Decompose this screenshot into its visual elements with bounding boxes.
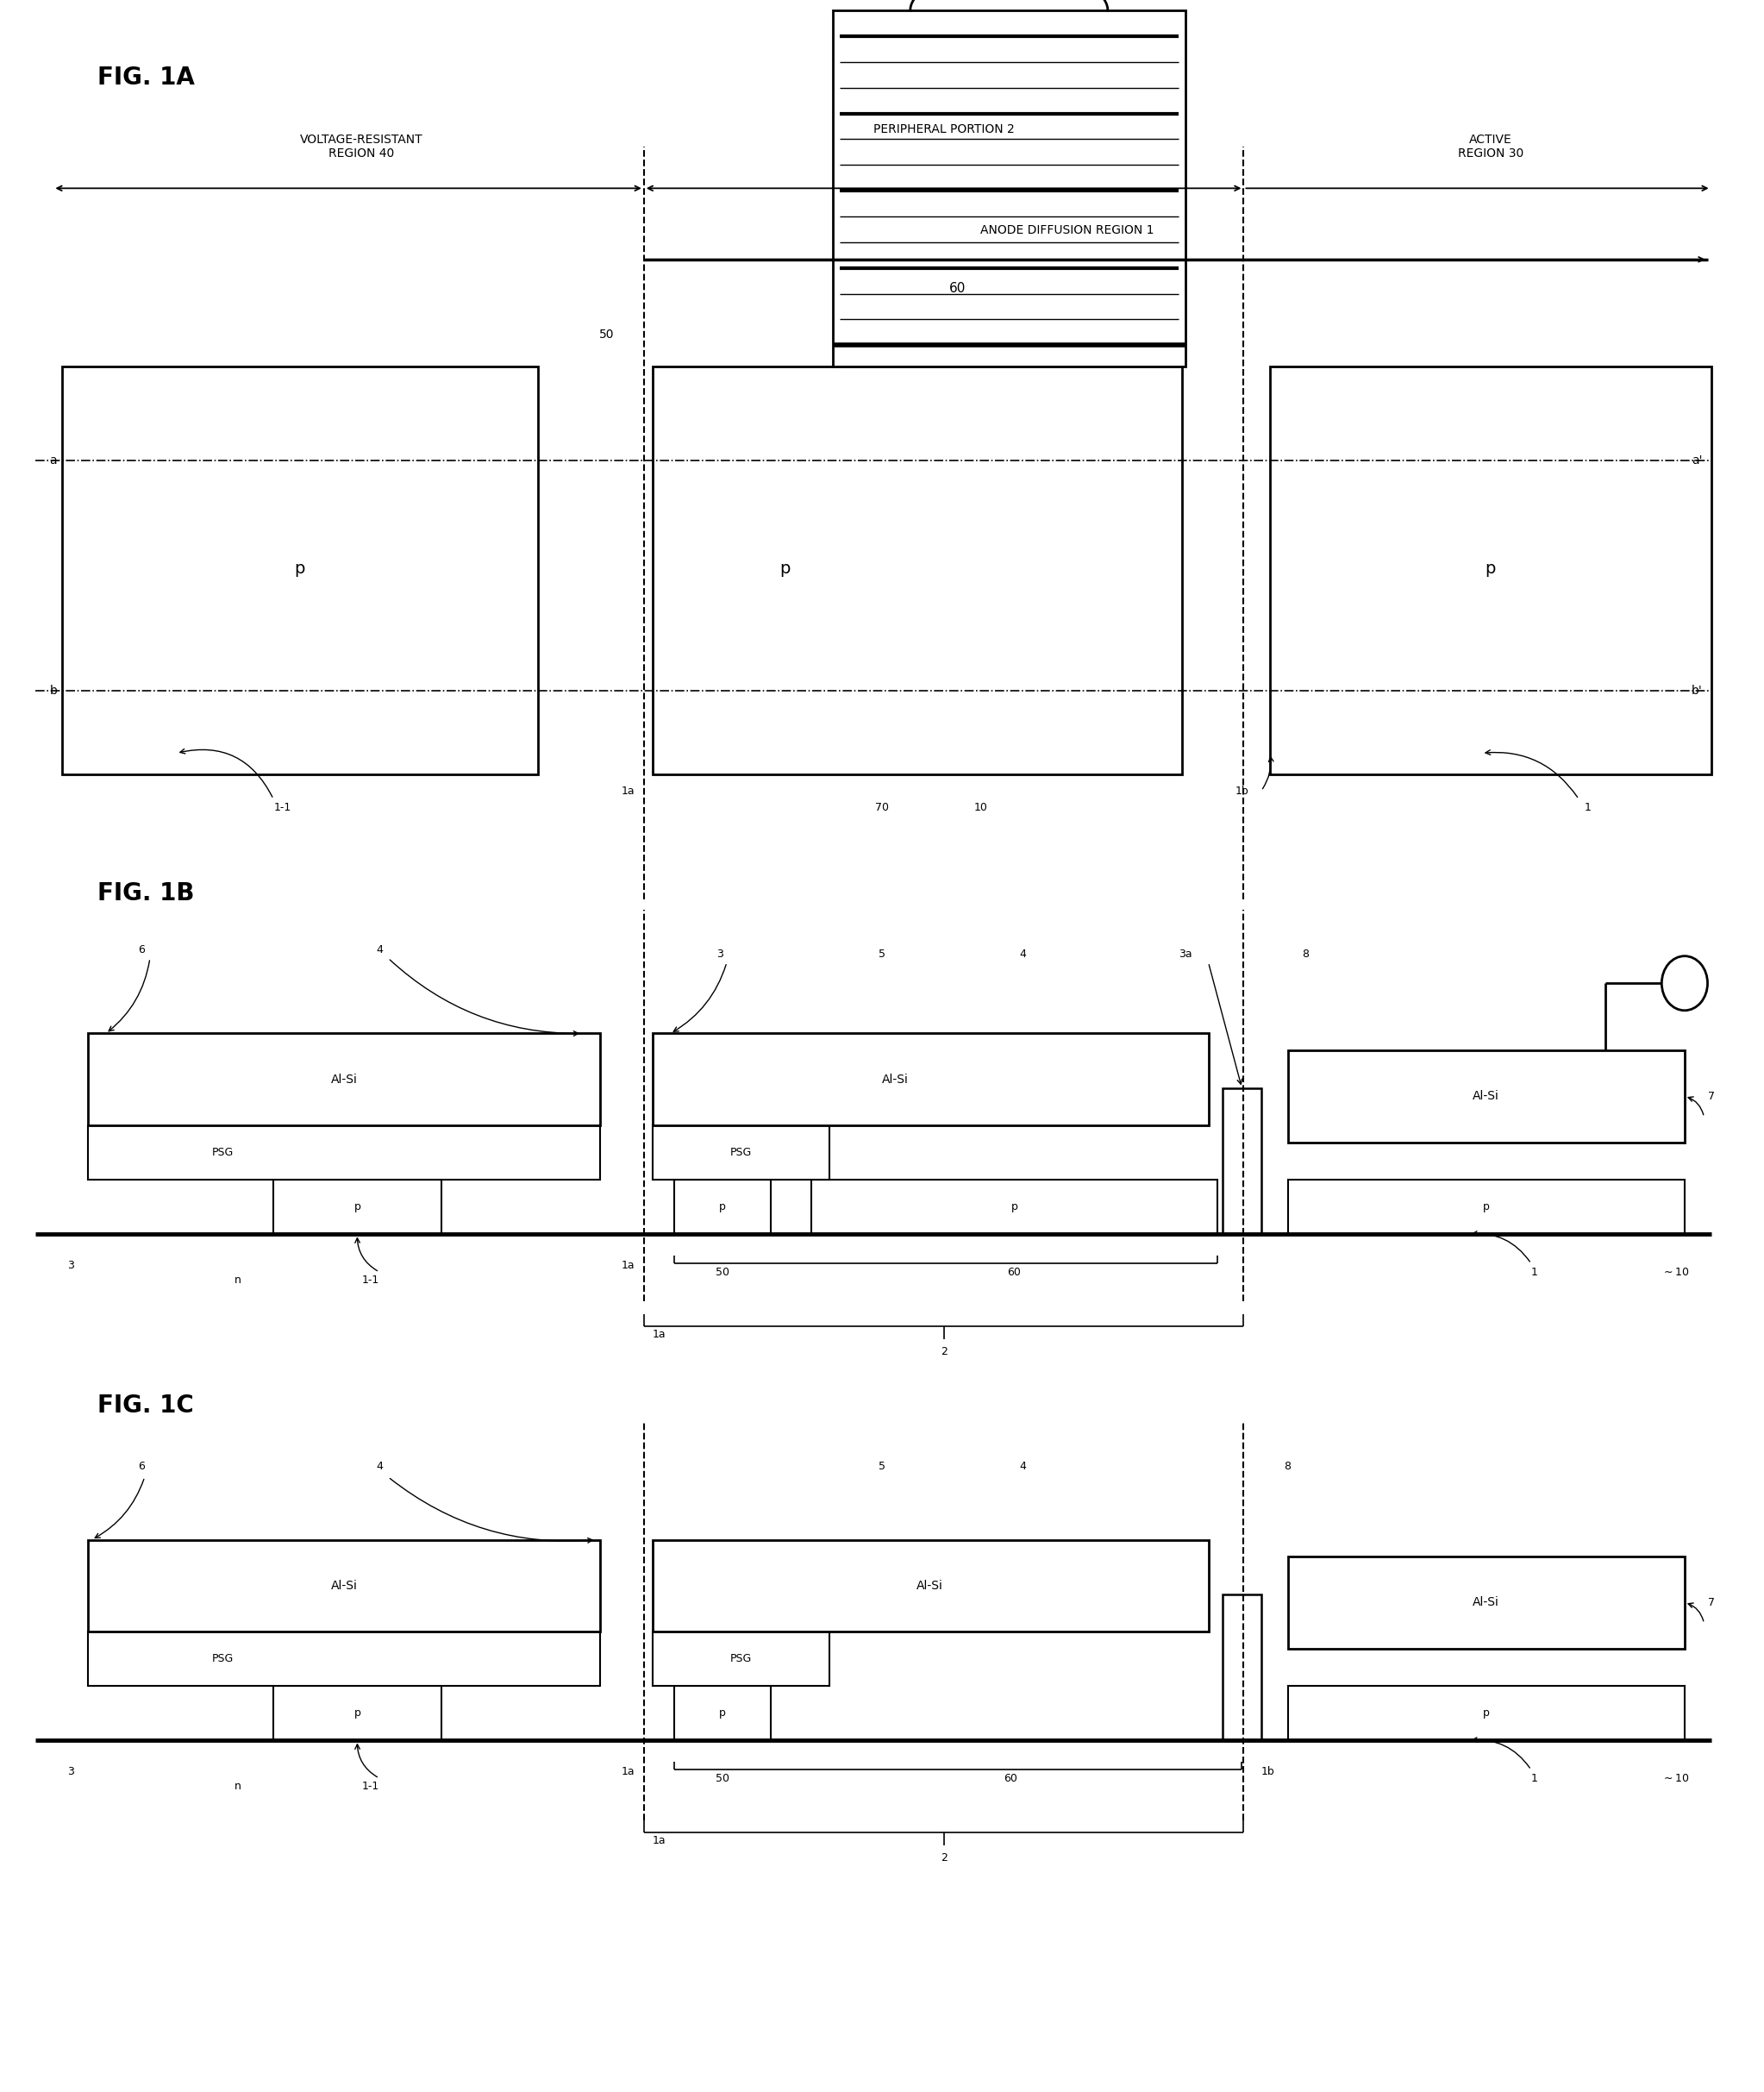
Text: FIG. 1B: FIG. 1B bbox=[97, 881, 194, 906]
Bar bbox=[1288, 1180, 1685, 1234]
Text: p: p bbox=[1485, 561, 1496, 577]
Text: 60: 60 bbox=[949, 282, 967, 295]
Text: ANODE DIFFUSION REGION 1: ANODE DIFFUSION REGION 1 bbox=[981, 224, 1154, 236]
Bar bbox=[1288, 1686, 1685, 1741]
Text: $\sim$10: $\sim$10 bbox=[1662, 1772, 1690, 1784]
Text: 1-1: 1-1 bbox=[362, 1274, 379, 1287]
Text: 5: 5 bbox=[878, 1460, 886, 1473]
Bar bbox=[62, 366, 538, 774]
Text: 1: 1 bbox=[1584, 801, 1591, 814]
Text: 4: 4 bbox=[376, 1460, 383, 1473]
Text: Al-Si: Al-Si bbox=[916, 1579, 944, 1592]
Text: Al-Si: Al-Si bbox=[330, 1579, 358, 1592]
Bar bbox=[1270, 366, 1711, 774]
Text: 1: 1 bbox=[1531, 1266, 1538, 1278]
Text: 70: 70 bbox=[875, 801, 889, 814]
Text: 3a: 3a bbox=[1178, 948, 1192, 960]
Text: n: n bbox=[235, 1780, 242, 1793]
Text: FIG. 1A: FIG. 1A bbox=[97, 65, 194, 90]
Text: 4: 4 bbox=[1020, 948, 1027, 960]
Text: 50: 50 bbox=[598, 328, 614, 341]
Text: p: p bbox=[355, 1201, 360, 1213]
Bar bbox=[653, 1540, 1208, 1632]
Text: VOLTAGE-RESISTANT
REGION 40: VOLTAGE-RESISTANT REGION 40 bbox=[300, 134, 423, 159]
Bar bbox=[674, 1686, 771, 1741]
Bar bbox=[811, 1180, 1217, 1234]
Bar bbox=[88, 1033, 600, 1125]
Text: p: p bbox=[1484, 1707, 1489, 1720]
Text: n: n bbox=[235, 1274, 242, 1287]
Text: ACTIVE
REGION 30: ACTIVE REGION 30 bbox=[1457, 134, 1524, 159]
Text: 1b: 1b bbox=[1235, 784, 1249, 797]
Text: 3: 3 bbox=[67, 1259, 74, 1272]
Text: PERIPHERAL PORTION 2: PERIPHERAL PORTION 2 bbox=[873, 123, 1014, 136]
Text: 3: 3 bbox=[716, 948, 723, 960]
Text: 1a: 1a bbox=[621, 1766, 635, 1778]
Text: PSG: PSG bbox=[730, 1653, 751, 1665]
Text: Al-Si: Al-Si bbox=[330, 1073, 358, 1086]
Bar bbox=[674, 1180, 771, 1234]
Text: 1b: 1b bbox=[1261, 1766, 1275, 1778]
Text: p: p bbox=[1484, 1201, 1489, 1213]
Text: 1a: 1a bbox=[653, 1835, 667, 1847]
Bar bbox=[653, 1632, 829, 1686]
Text: 3: 3 bbox=[67, 1766, 74, 1778]
Text: 1-1: 1-1 bbox=[273, 801, 291, 814]
Text: Al-Si: Al-Si bbox=[882, 1073, 908, 1086]
Text: p: p bbox=[720, 1201, 725, 1213]
Text: a: a bbox=[49, 454, 56, 467]
Bar bbox=[653, 1033, 1208, 1125]
Text: 4: 4 bbox=[376, 943, 383, 956]
Text: 1a: 1a bbox=[653, 1328, 667, 1341]
Bar bbox=[1222, 1594, 1261, 1741]
Text: 5: 5 bbox=[878, 948, 886, 960]
Text: $\sim$10: $\sim$10 bbox=[1662, 1266, 1690, 1278]
Bar bbox=[273, 1686, 441, 1741]
Text: 2: 2 bbox=[940, 1345, 947, 1358]
Text: 50: 50 bbox=[716, 1266, 729, 1278]
Text: b: b bbox=[49, 684, 56, 697]
Bar bbox=[88, 1632, 600, 1686]
Text: 6: 6 bbox=[138, 943, 145, 956]
Text: b': b' bbox=[1692, 684, 1702, 697]
Bar bbox=[653, 366, 1182, 774]
Bar bbox=[1222, 1088, 1261, 1234]
Text: p: p bbox=[780, 561, 790, 577]
Text: 1-1: 1-1 bbox=[362, 1780, 379, 1793]
Text: 1: 1 bbox=[1531, 1772, 1538, 1784]
Text: FIG. 1C: FIG. 1C bbox=[97, 1393, 194, 1418]
Text: p: p bbox=[295, 561, 305, 577]
Text: PSG: PSG bbox=[212, 1146, 233, 1159]
Bar bbox=[1288, 1556, 1685, 1648]
Bar bbox=[88, 1125, 600, 1180]
Bar bbox=[653, 1125, 829, 1180]
Bar bbox=[88, 1540, 600, 1632]
Bar bbox=[273, 1180, 441, 1234]
Text: p: p bbox=[720, 1707, 725, 1720]
Text: 7: 7 bbox=[1708, 1596, 1715, 1609]
Text: 1a: 1a bbox=[621, 784, 635, 797]
Bar bbox=[833, 10, 1185, 366]
Text: 2: 2 bbox=[940, 1851, 947, 1864]
Text: PSG: PSG bbox=[212, 1653, 233, 1665]
Text: 7: 7 bbox=[1708, 1090, 1715, 1102]
Text: Al-Si: Al-Si bbox=[1473, 1090, 1499, 1102]
Text: 60: 60 bbox=[1004, 1772, 1018, 1784]
Text: p: p bbox=[1011, 1201, 1018, 1213]
Text: 6: 6 bbox=[138, 1460, 145, 1473]
Text: 50: 50 bbox=[716, 1772, 729, 1784]
Text: 8: 8 bbox=[1284, 1460, 1291, 1473]
Text: PSG: PSG bbox=[730, 1146, 751, 1159]
Text: 1a: 1a bbox=[621, 1259, 635, 1272]
Text: 8: 8 bbox=[1302, 948, 1309, 960]
Text: 60: 60 bbox=[1007, 1266, 1021, 1278]
Text: 10: 10 bbox=[974, 801, 988, 814]
Bar bbox=[1288, 1050, 1685, 1142]
Text: p: p bbox=[355, 1707, 360, 1720]
Text: a': a' bbox=[1692, 454, 1702, 467]
Text: Al-Si: Al-Si bbox=[1473, 1596, 1499, 1609]
Text: 4: 4 bbox=[1020, 1460, 1027, 1473]
